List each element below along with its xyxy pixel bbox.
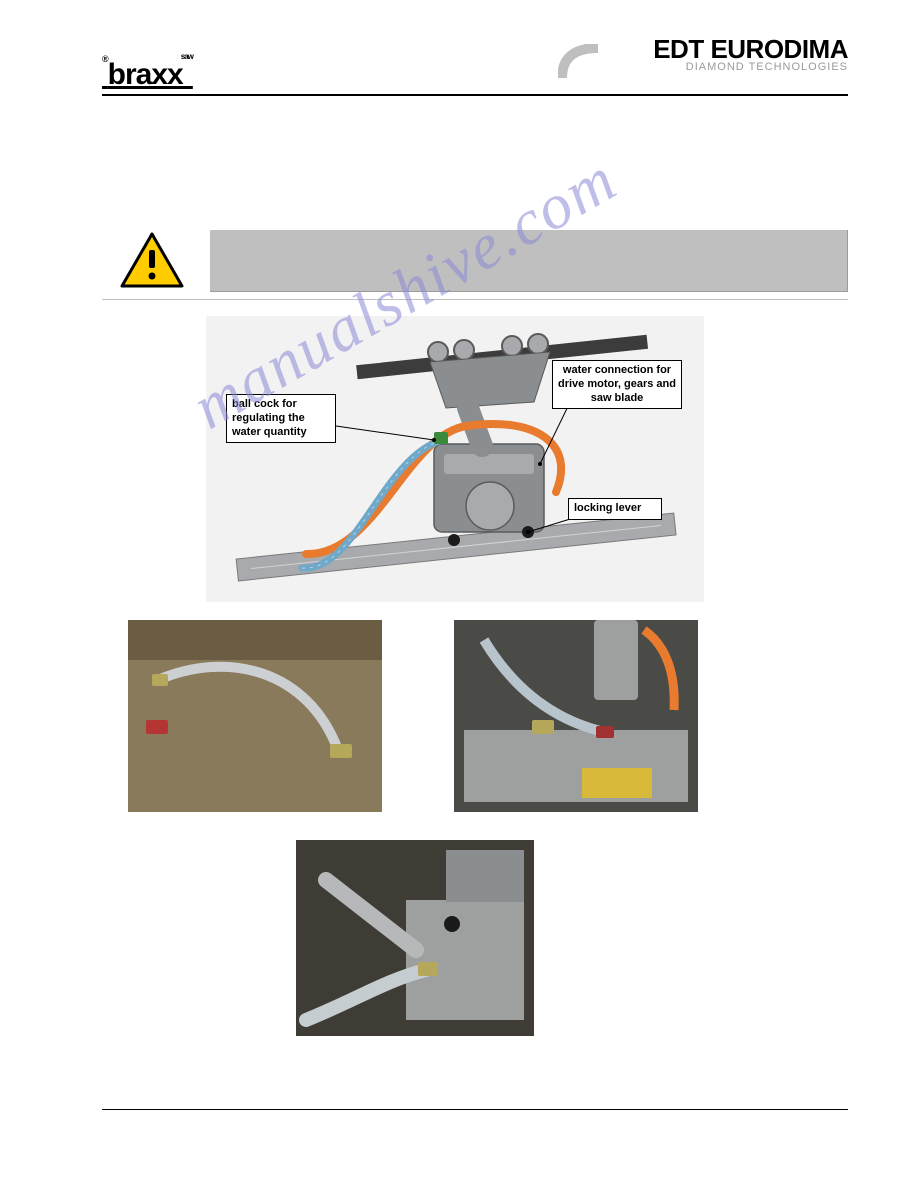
photo-closeup2-svg [296, 840, 534, 1036]
main-figure-svg [206, 316, 704, 602]
photo-closeup1-svg [454, 620, 698, 812]
main-figure: ball cock for regulating the water quant… [206, 316, 704, 602]
photo-saw-closeup-2 [296, 840, 534, 1036]
photo-hose-on-floor [128, 620, 382, 812]
warning-triangle-icon [120, 232, 184, 288]
brand-left-saw: saw [181, 52, 193, 61]
page-header: ®braxxsaw EDT EURODIMA DIAMOND TECHNOLOG… [102, 38, 848, 96]
footer-divider [102, 1109, 848, 1110]
brand-right-block: EDT EURODIMA DIAMOND TECHNOLOGIES [653, 34, 848, 73]
photo-hose-svg [128, 620, 382, 812]
label-locking-lever: locking lever [568, 498, 662, 520]
label-ball-cock: ball cock for regulating the water quant… [226, 394, 336, 443]
brand-reg-mark: ® [102, 54, 108, 64]
warning-text-box [210, 230, 848, 292]
brand-arc-icon [558, 44, 600, 82]
label-water-connection: water connection for drive motor, gears … [552, 360, 682, 409]
brand-left-logo: ®braxxsaw [102, 58, 195, 92]
warning-row [102, 230, 848, 300]
brand-left-text: braxx [108, 58, 183, 91]
photo-saw-closeup-1 [454, 620, 698, 812]
